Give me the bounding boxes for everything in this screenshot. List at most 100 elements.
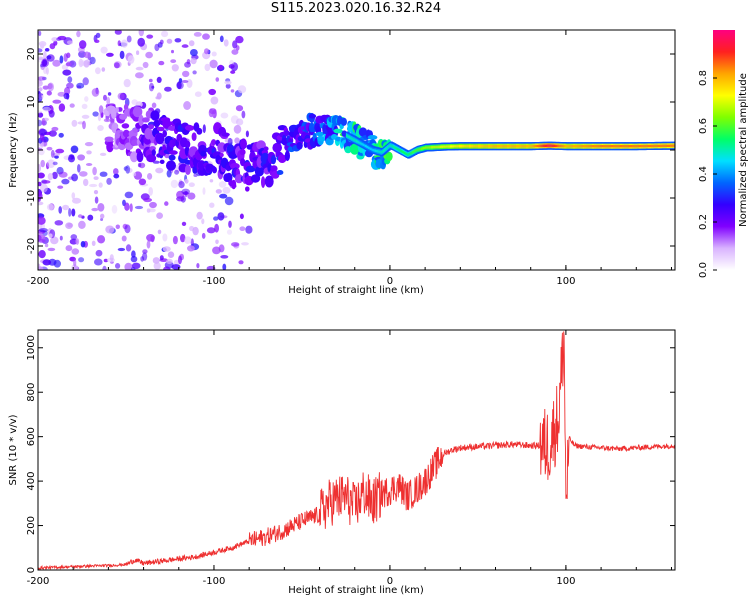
ridge-blob bbox=[219, 152, 224, 158]
noise-blob bbox=[106, 96, 111, 105]
noise-blob bbox=[57, 35, 67, 41]
noise-blob bbox=[211, 51, 217, 57]
noise-blob bbox=[142, 249, 148, 254]
noise-blob bbox=[97, 203, 105, 212]
noise-blob bbox=[73, 258, 77, 267]
noise-blob bbox=[103, 94, 107, 101]
ridge-blob bbox=[358, 127, 368, 137]
ridge-blob bbox=[169, 150, 178, 155]
noise-blob bbox=[146, 240, 151, 249]
x-tick-label: 0 bbox=[387, 576, 393, 587]
ridge-blob bbox=[254, 166, 264, 177]
top-x-axis: -200 -100 0 100 bbox=[27, 30, 672, 287]
noise-blob bbox=[91, 88, 100, 97]
noise-blob bbox=[58, 103, 66, 112]
noise-blob bbox=[127, 55, 135, 64]
ridge-blob bbox=[142, 117, 150, 123]
noise-blob bbox=[63, 92, 70, 100]
noise-blob bbox=[38, 110, 43, 114]
x-tick-label: -100 bbox=[203, 576, 226, 587]
ridge-blob bbox=[191, 132, 197, 141]
ridge-blob bbox=[276, 170, 284, 175]
noise-blob bbox=[92, 166, 97, 176]
noise-blob bbox=[46, 146, 53, 151]
noise-blob bbox=[201, 232, 206, 239]
noise-blob bbox=[215, 77, 220, 82]
noise-blob bbox=[117, 40, 121, 47]
noise-blob bbox=[245, 130, 249, 138]
noise-blob bbox=[146, 234, 155, 242]
noise-blob bbox=[81, 103, 88, 110]
noise-blob bbox=[100, 213, 105, 219]
x-tick-label: -200 bbox=[27, 276, 50, 287]
noise-blob bbox=[71, 173, 78, 182]
noise-blob bbox=[192, 226, 199, 236]
noise-blob bbox=[184, 61, 191, 68]
noise-blob bbox=[40, 183, 48, 193]
y-tick-label: -20 bbox=[26, 238, 37, 254]
noise-blob bbox=[212, 246, 221, 255]
colorbar-ticks: 0.0 0.2 0.4 0.6 0.8 bbox=[698, 70, 717, 278]
noise-blob bbox=[66, 82, 74, 89]
noise-blob bbox=[69, 60, 77, 68]
noise-blob bbox=[46, 203, 54, 211]
noise-blob bbox=[159, 255, 164, 261]
top-y-axis: -20 -10 0 10 20 bbox=[26, 48, 675, 254]
noise-blob bbox=[38, 87, 43, 92]
noise-blob bbox=[178, 255, 182, 265]
noise-blob bbox=[142, 61, 149, 69]
noise-blob bbox=[209, 108, 217, 115]
ridge-blob bbox=[256, 140, 266, 151]
ridge-blob bbox=[385, 151, 393, 162]
noise-blob bbox=[113, 168, 119, 175]
ridge-blob bbox=[272, 142, 283, 153]
noise-blob bbox=[124, 262, 133, 270]
noise-blob bbox=[77, 164, 81, 173]
noise-blob bbox=[85, 163, 93, 166]
ridge-blob bbox=[230, 162, 240, 170]
noise-blob bbox=[100, 46, 108, 54]
noise-blob bbox=[69, 103, 75, 108]
noise-blob bbox=[137, 37, 145, 47]
noise-blob bbox=[172, 235, 178, 245]
ridge-blob bbox=[270, 155, 277, 165]
noise-blob bbox=[202, 124, 206, 134]
noise-blob bbox=[102, 265, 107, 270]
noise-blob bbox=[111, 204, 118, 214]
noise-blob bbox=[187, 192, 196, 200]
ridge-blob bbox=[263, 146, 269, 151]
noise-blob bbox=[43, 50, 47, 60]
noise-blob bbox=[124, 191, 134, 199]
ridge-blob bbox=[211, 139, 217, 146]
noise-blob bbox=[130, 255, 138, 263]
noise-blob bbox=[65, 245, 73, 252]
noise-blob bbox=[78, 50, 86, 58]
noise-blob bbox=[61, 178, 70, 185]
ridge-blob bbox=[317, 136, 326, 142]
noise-blob bbox=[83, 60, 90, 68]
ridge-blob bbox=[315, 131, 325, 137]
noise-blob bbox=[188, 182, 195, 187]
noise-blob bbox=[52, 161, 58, 166]
noise-blob bbox=[186, 79, 193, 88]
y-tick-label: 0 bbox=[26, 147, 37, 153]
noise-blob bbox=[241, 110, 246, 119]
noise-blob bbox=[106, 52, 114, 57]
noise-blob bbox=[87, 214, 94, 221]
noise-blob bbox=[238, 260, 244, 265]
noise-blob bbox=[235, 105, 244, 112]
noise-blob bbox=[38, 172, 45, 179]
noise-blob bbox=[187, 245, 195, 252]
ridge-blob bbox=[184, 159, 192, 165]
noise-blob bbox=[114, 62, 120, 69]
noise-blob bbox=[94, 196, 99, 204]
noise-blob bbox=[145, 51, 153, 59]
noise-blob bbox=[184, 178, 189, 184]
noise-blob bbox=[67, 76, 73, 83]
y-tick-label: 800 bbox=[26, 383, 37, 402]
colorbar-tick-label: 0.2 bbox=[698, 214, 709, 230]
colorbar-tick-label: 0.8 bbox=[698, 70, 709, 86]
noise-blob bbox=[190, 57, 197, 65]
ridge-blob bbox=[340, 117, 347, 126]
noise-blob bbox=[106, 177, 112, 185]
